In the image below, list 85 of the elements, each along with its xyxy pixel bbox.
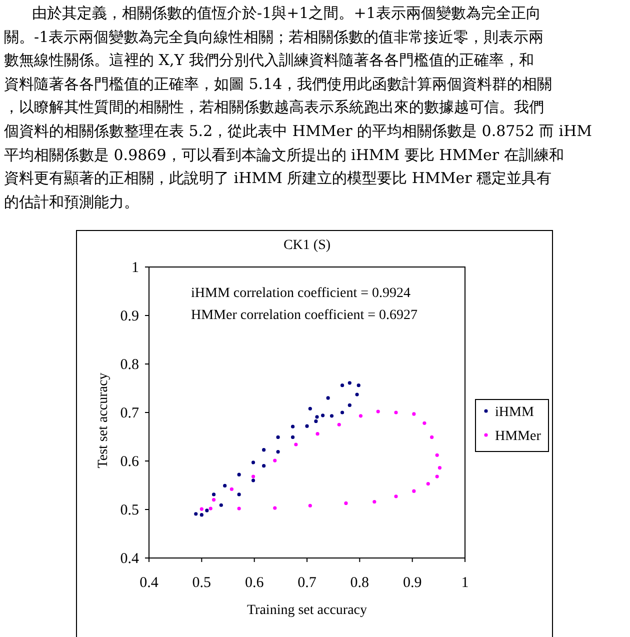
- text: 資料隨著各各門檻值的正確率，如圖 5.14，我們使用此函數計算兩個資料群的相關: [4, 74, 554, 95]
- point: [237, 506, 241, 510]
- point: [376, 410, 380, 414]
- point: [348, 403, 352, 408]
- y-tick-label: 0.6: [120, 454, 140, 470]
- point: [426, 482, 430, 486]
- y-tick-label: 0.7: [120, 406, 140, 422]
- point: [344, 501, 348, 505]
- text: 資料更有顯著的正相關，此說明了 iHMM 所建立的模型要比 HMMer 穩定並具有: [4, 168, 553, 190]
- point: [219, 503, 223, 507]
- point: [316, 432, 320, 436]
- point: [356, 384, 360, 388]
- y-tick-label: 0.8: [120, 357, 139, 373]
- point: [430, 435, 434, 440]
- point: [194, 512, 198, 516]
- point: [348, 381, 352, 385]
- point: [330, 414, 334, 418]
- point: [337, 422, 341, 426]
- point: [273, 506, 277, 510]
- point: [321, 414, 325, 418]
- point: [262, 448, 266, 452]
- point: [290, 424, 295, 428]
- point: [262, 464, 266, 468]
- point: [212, 498, 216, 502]
- x-tick-label: 1: [461, 575, 469, 591]
- annotation: HMMer correlation coefficient = 0.6927: [191, 308, 418, 323]
- point: [358, 414, 363, 418]
- x-tick-label: 0.8: [350, 575, 370, 591]
- point: [394, 410, 398, 414]
- y-tick-label: 1: [132, 260, 139, 276]
- y-tick-label: 0.9: [120, 308, 139, 324]
- text: ，以瞭解其性質間的相關性，若相關係數越高表示系統跑出來的數據越可信。我們: [4, 97, 545, 118]
- x-tick-label: 0.9: [402, 575, 422, 591]
- point: [290, 435, 295, 440]
- point: [251, 478, 256, 482]
- point: [394, 494, 398, 498]
- text: 由於其定義，相關係數的值恆介於-1與+1之間。+1表示兩個變數為完全正向: [31, 3, 542, 24]
- point: [412, 489, 416, 493]
- y-tick-label: 0.5: [120, 502, 139, 518]
- text: 的估計和預測能力。: [4, 192, 140, 213]
- text: 關。-1表示兩個變數為完全負向線性相關；若相關係數的值非常接近零，則表示兩: [4, 26, 545, 48]
- point: [251, 460, 256, 464]
- point: [372, 500, 376, 504]
- text: 平均相關係數是 0.9869，可以看到本論文所提出的 iHMM 要比 HMMer 在訓練和: [4, 144, 565, 166]
- legend-label: iHMM: [495, 405, 534, 420]
- point: [212, 492, 216, 496]
- point: [435, 453, 439, 457]
- point: [308, 504, 312, 508]
- point: [208, 506, 212, 510]
- text: 數無線性關係。這裡的 X,Y 我們分別代入訓練資料隨著各各門檻值的正確率，和: [4, 50, 535, 72]
- point: [326, 396, 330, 400]
- x-tick-label: 0.4: [140, 575, 159, 591]
- point: [200, 507, 204, 511]
- y-tick-label: 0.4: [120, 551, 140, 567]
- point: [314, 419, 318, 424]
- point: [223, 484, 227, 488]
- annotation: iHMM correlation coefficient = 0.9924: [191, 286, 411, 301]
- point: [273, 458, 277, 462]
- point: [340, 410, 344, 414]
- point: [230, 487, 234, 491]
- point: [412, 412, 416, 416]
- y-axis-title: Test set accuracy: [96, 372, 111, 468]
- point: [438, 466, 442, 470]
- x-tick-label: 0.6: [244, 575, 264, 591]
- point: [276, 450, 280, 454]
- x-axis-title: Training set accuracy: [247, 603, 367, 618]
- x-tick-label: 0.7: [298, 575, 317, 591]
- point: [237, 492, 241, 496]
- legend-label: HMMer: [495, 429, 542, 444]
- chart-title: CK1 (S): [283, 238, 331, 253]
- point: [251, 474, 256, 478]
- point: [315, 415, 319, 419]
- point: [308, 406, 312, 410]
- point: [294, 442, 298, 446]
- x-tick-label: 0.5: [192, 575, 212, 591]
- point: [237, 472, 241, 476]
- point: [435, 474, 439, 478]
- point: [340, 384, 344, 388]
- point: [355, 392, 359, 396]
- point: [305, 424, 309, 428]
- point: [276, 435, 280, 440]
- text: 個資料的相關係數整理在表 5.2，從此表中 HMMer 的平均相關係數是 0.8752 而 iHM: [4, 120, 594, 142]
- point: [200, 513, 204, 517]
- point: [422, 421, 426, 425]
- point: [205, 508, 209, 512]
